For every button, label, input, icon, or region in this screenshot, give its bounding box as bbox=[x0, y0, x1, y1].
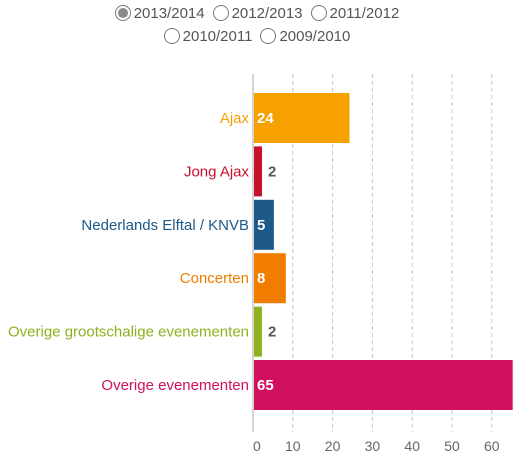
bar[interactable] bbox=[254, 146, 262, 197]
radio-unchecked-icon[interactable] bbox=[310, 5, 327, 21]
value-label: 2 bbox=[268, 163, 276, 180]
season-option-label: 2013/2014 bbox=[133, 4, 205, 22]
radio-unchecked-icon[interactable] bbox=[163, 28, 180, 44]
bar[interactable] bbox=[254, 360, 513, 410]
category-label: Concerten bbox=[180, 270, 249, 287]
bar[interactable] bbox=[254, 253, 286, 304]
category-label: Nederlands Elftal / KNVB bbox=[81, 217, 249, 234]
x-tick-label: 40 bbox=[404, 438, 420, 454]
category-label: Overige evenementen bbox=[101, 377, 249, 394]
season-option-label: 2012/2013 bbox=[231, 4, 303, 22]
value-labels: 24 2 5 8 2 65 bbox=[257, 110, 276, 394]
season-option-2012-2013[interactable]: 2012/2013 bbox=[212, 4, 303, 22]
x-tick-label: 50 bbox=[444, 438, 460, 454]
category-label: Ajax bbox=[220, 110, 250, 127]
bar[interactable] bbox=[254, 93, 350, 143]
x-tick-label: 10 bbox=[285, 438, 301, 454]
x-tick-label: 20 bbox=[325, 438, 341, 454]
value-label: 65 bbox=[257, 377, 274, 394]
x-axis-ticks: 0 10 20 30 40 50 60 bbox=[253, 438, 500, 454]
chart-bars bbox=[254, 93, 513, 410]
x-tick-label: 30 bbox=[365, 438, 381, 454]
value-label: 8 bbox=[257, 270, 265, 287]
value-label: 2 bbox=[268, 324, 276, 341]
x-tick-label: 0 bbox=[253, 438, 261, 454]
season-selector: 2013/2014 2012/2013 2011/2012 2010/2011 … bbox=[0, 0, 514, 56]
radio-unchecked-icon[interactable] bbox=[212, 5, 229, 21]
season-option-label: 2009/2010 bbox=[279, 27, 351, 45]
radio-checked-icon[interactable] bbox=[114, 5, 131, 21]
bar[interactable] bbox=[254, 306, 262, 357]
value-label: 5 bbox=[257, 217, 265, 234]
season-option-2009-2010[interactable]: 2009/2010 bbox=[260, 28, 350, 45]
season-row-1: 2013/2014 2012/2013 2011/2012 bbox=[0, 1, 514, 25]
x-tick-label: 60 bbox=[484, 438, 500, 454]
season-option-2011-2012[interactable]: 2011/2012 bbox=[310, 4, 400, 22]
radio-unchecked-icon[interactable] bbox=[260, 28, 277, 44]
category-label: Jong Ajax bbox=[184, 163, 250, 180]
category-labels: Ajax Jong Ajax Nederlands Elftal / KNVB Con… bbox=[8, 110, 249, 394]
value-label: 24 bbox=[257, 110, 274, 127]
season-option-2010-2011[interactable]: 2010/2011 bbox=[163, 27, 253, 45]
season-row-2: 2010/2011 2009/2010 bbox=[0, 24, 514, 48]
bar[interactable] bbox=[254, 199, 274, 250]
category-label: Overige grootschalige evenementen bbox=[8, 324, 249, 341]
season-option-label: 2010/2011 bbox=[182, 27, 253, 45]
season-option-2013-2014[interactable]: 2013/2014 bbox=[114, 4, 205, 22]
season-option-label: 2011/2012 bbox=[329, 4, 400, 22]
